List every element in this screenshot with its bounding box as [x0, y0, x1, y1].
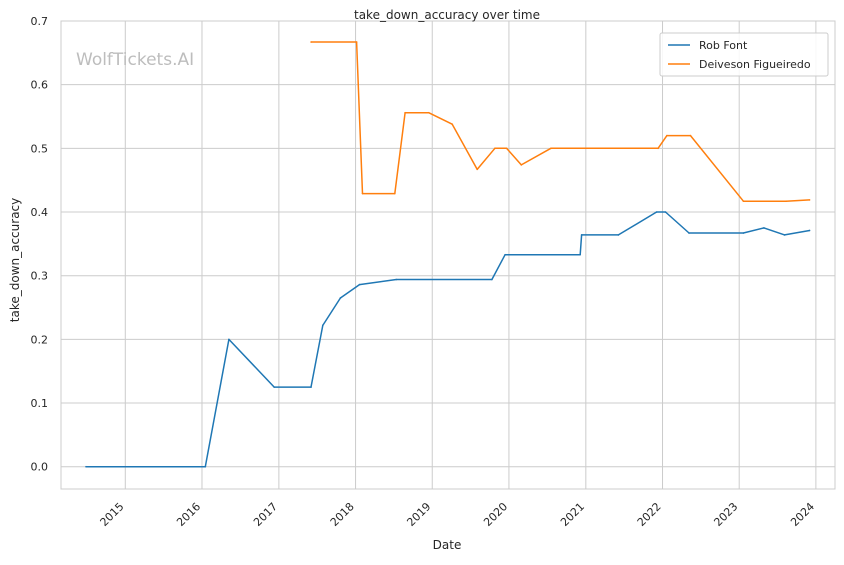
y-axis-ticks: 0.0 0.1 0.2 0.3 0.4 0.5 0.6 0.7 — [31, 15, 49, 474]
data-point-rob-font — [617, 234, 620, 236]
data-point-rob-font — [204, 465, 207, 468]
chart-title: take_down_accuracy over time — [354, 8, 540, 22]
x-tick-label: 2015 — [98, 500, 127, 529]
data-point-rob-font — [808, 229, 811, 232]
x-tick-label: 2023 — [711, 500, 740, 529]
data-point-deiveson-figueiredo — [361, 192, 364, 195]
series-line-deiveson-figueiredo — [311, 41, 810, 202]
legend: Rob Font Deiveson Figueiredo — [659, 32, 829, 77]
data-point-rob-font — [321, 324, 324, 327]
data-point-deiveson-figueiredo — [427, 111, 430, 114]
x-axis-ticks: 2015 2016 2017 2018 2019 2020 2021 2022 2023 2024 — [98, 500, 818, 529]
legend-box — [659, 32, 829, 77]
data-point-rob-font — [395, 278, 398, 281]
data-point-deiveson-figueiredo — [355, 41, 358, 43]
data-point-deiveson-figueiredo — [494, 147, 496, 150]
y-tick-label: 0.6 — [31, 79, 49, 92]
data-point-rob-font — [664, 211, 667, 213]
data-point-rob-font — [228, 338, 230, 341]
y-tick-label: 0.5 — [31, 142, 49, 155]
x-axis-label: Date — [433, 538, 462, 552]
data-point-rob-font — [688, 232, 690, 234]
watermark: WolfTickets.AI — [76, 50, 194, 70]
data-point-rob-font — [339, 297, 342, 299]
data-point-rob-font — [491, 278, 493, 281]
data-point-deiveson-figueiredo — [808, 199, 811, 201]
grid — [61, 20, 835, 489]
data-point-rob-font — [310, 386, 312, 388]
x-tick-label: 2018 — [328, 500, 357, 529]
data-point-deiveson-figueiredo — [657, 147, 659, 150]
data-point-rob-font — [580, 234, 583, 236]
data-point-deiveson-figueiredo — [785, 200, 787, 202]
data-point-deiveson-figueiredo — [310, 41, 312, 43]
data-point-rob-font — [579, 253, 581, 256]
data-point-rob-font — [504, 253, 506, 256]
x-tick-label: 2019 — [404, 500, 433, 529]
data-point-rob-font — [273, 386, 276, 388]
data-point-deiveson-figueiredo — [451, 123, 454, 125]
y-tick-label: 0.7 — [31, 15, 49, 28]
data-point-deiveson-figueiredo — [689, 134, 692, 137]
data-point-rob-font — [358, 283, 361, 286]
y-tick-label: 0.0 — [31, 461, 49, 474]
x-tick-label: 2021 — [558, 500, 587, 529]
legend-label-rob-font: Rob Font — [699, 39, 748, 52]
x-tick-label: 2017 — [251, 500, 280, 529]
data-point-deiveson-figueiredo — [404, 111, 406, 114]
data-point-rob-font — [783, 234, 786, 236]
data-point-deiveson-figueiredo — [520, 164, 523, 166]
data-point-deiveson-figueiredo — [394, 192, 396, 195]
x-tick-label: 2024 — [788, 500, 817, 529]
data-point-deiveson-figueiredo — [742, 200, 745, 202]
data-point-deiveson-figueiredo — [476, 168, 479, 171]
data-point-deiveson-figueiredo — [666, 134, 668, 137]
legend-label-deiveson-figueiredo: Deiveson Figueiredo — [699, 58, 811, 71]
series-layer — [85, 41, 811, 468]
data-point-rob-font — [85, 465, 87, 468]
y-tick-label: 0.3 — [31, 270, 49, 283]
y-tick-label: 0.2 — [31, 333, 49, 346]
x-tick-label: 2016 — [174, 500, 203, 529]
data-point-rob-font — [763, 227, 765, 229]
plot-frame — [60, 20, 836, 490]
y-tick-label: 0.1 — [31, 397, 49, 410]
data-point-deiveson-figueiredo — [505, 147, 508, 150]
y-axis-label: take_down_accuracy — [8, 198, 22, 322]
x-tick-label: 2022 — [635, 500, 664, 529]
data-point-rob-font — [655, 211, 658, 213]
y-tick-label: 0.4 — [31, 206, 49, 219]
x-tick-label: 2020 — [481, 500, 510, 529]
data-point-deiveson-figueiredo — [550, 147, 552, 150]
data-point-rob-font — [742, 232, 745, 234]
